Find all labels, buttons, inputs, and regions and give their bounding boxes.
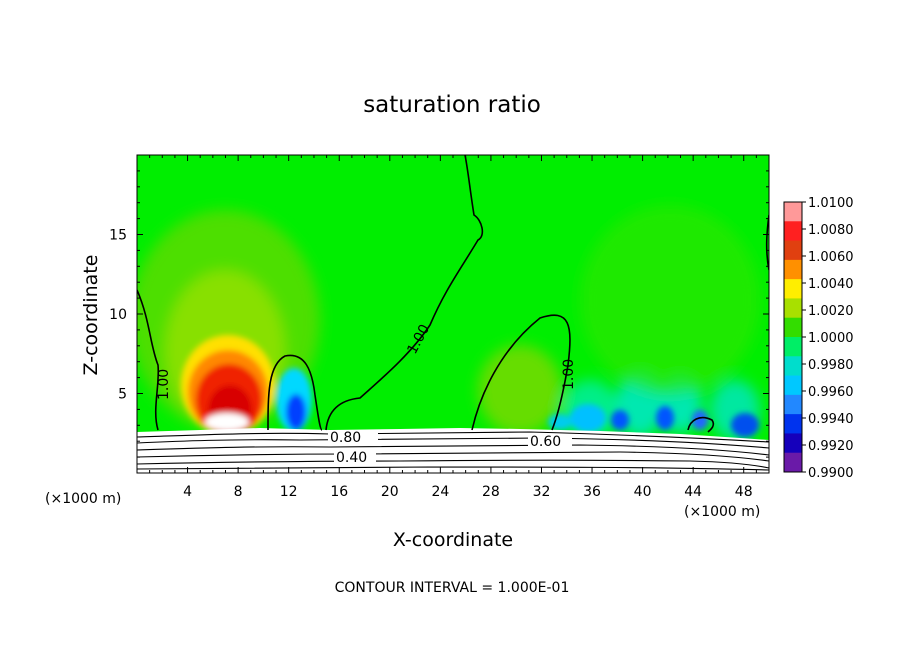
colorbar-label: 1.0020 <box>808 304 854 319</box>
contour-label-5: 0.60 <box>530 434 561 450</box>
contour-label-3: 1.00 <box>561 359 577 390</box>
contour-low-1 <box>137 431 769 443</box>
colorbar-swatch <box>784 394 802 415</box>
colorbar-label: 0.9920 <box>808 439 854 454</box>
x-unit-label-right: (×1000 m) <box>684 504 760 520</box>
colorbar-swatch <box>784 202 802 222</box>
colorbar-swatch <box>784 414 802 434</box>
contour-interval-note: CONTOUR INTERVAL = 1.000E-01 <box>335 580 570 596</box>
colorbar-swatch <box>784 298 802 319</box>
y-axis-label: Z-coordinate <box>80 255 102 376</box>
chart-title: saturation ratio <box>363 92 541 118</box>
colorbar-label: 1.0040 <box>808 277 854 292</box>
plume-center <box>478 345 562 435</box>
colorbar-label: 1.0060 <box>808 250 854 265</box>
x-tick-label: 24 <box>431 484 449 500</box>
x-tick-label: 16 <box>330 484 348 500</box>
x-tick-label: 40 <box>634 484 652 500</box>
colorbar-swatch <box>784 337 802 357</box>
subsat-blue-r1 <box>611 410 629 430</box>
colorbar-swatch <box>784 279 802 299</box>
colorbar-swatch <box>784 221 802 242</box>
contour-low-5 <box>137 459 769 469</box>
colorbar-label: 1.0100 <box>808 196 854 211</box>
colorbar-swatch <box>784 433 802 454</box>
colorbar-swatch <box>784 240 802 261</box>
colorbar-label: 0.9940 <box>808 412 854 427</box>
core-white-patch <box>205 413 249 431</box>
colorbar-label: 0.9900 <box>808 466 854 481</box>
x-tick-label: 28 <box>482 484 500 500</box>
subsat-blue-r4 <box>731 413 759 437</box>
x-tick-label: 32 <box>533 484 551 500</box>
x-axis-label: X-coordinate <box>393 529 513 551</box>
colorbar-label: 1.0080 <box>808 223 854 238</box>
x-unit-label-left: (×1000 m) <box>45 491 121 507</box>
contours-lower-layer <box>137 431 769 471</box>
contour-low-6 <box>137 466 769 471</box>
lower-layer-white <box>137 428 769 473</box>
contour-label-4: 0.80 <box>330 430 361 446</box>
contour-label-6: 0.40 <box>336 450 367 466</box>
colorbar-swatch <box>784 452 802 473</box>
contour-1-left <box>137 289 160 431</box>
subsat-cyan-r1 <box>570 404 606 432</box>
contour-low-4 <box>137 451 769 462</box>
contour-1-cloud-a <box>267 354 323 431</box>
contour-1-cloud-d <box>687 416 715 433</box>
x-tick-label: 36 <box>583 484 601 500</box>
y-tick-label: 10 <box>109 307 127 323</box>
contour-low-3 <box>137 444 769 456</box>
y-tick-label: 15 <box>109 228 127 244</box>
colorbar-swatch <box>784 317 802 338</box>
subsat-cyan-r5 <box>548 414 572 430</box>
colorbar-label: 0.9960 <box>808 385 854 400</box>
subsat-blue-r2 <box>656 406 674 430</box>
x-tick-label: 12 <box>280 484 298 500</box>
colorbar-swatch <box>784 356 802 377</box>
plume-right-broad <box>580 205 760 395</box>
y-axis: 5 10 15 <box>109 154 769 474</box>
colorbar: 1.0100 1.0080 1.0060 1.0040 1.0020 1.0000 0.99… <box>783 196 854 481</box>
subsat-blue-left <box>286 394 306 430</box>
contour-label-1: 1.00 <box>156 369 172 400</box>
contour-1-cloud-b <box>325 155 484 431</box>
x-tick-label: 48 <box>735 484 753 500</box>
colorbar-label: 1.0000 <box>808 331 854 346</box>
x-tick-label: 20 <box>381 484 399 500</box>
subsat-blue-r3 <box>692 410 708 430</box>
x-tick-label: 44 <box>684 484 702 500</box>
x-tick-label: 8 <box>234 484 243 500</box>
x-axis: 4 8 12 16 20 24 28 32 36 40 44 48 <box>136 155 770 500</box>
x-tick-label: 4 <box>183 484 192 500</box>
plot-area: 1.00 1.00 1.00 0.80 0.60 0.40 <box>137 155 769 473</box>
colorbar-label: 0.9980 <box>808 358 854 373</box>
colorbar-swatch <box>784 375 802 396</box>
colorbar-swatch <box>784 259 802 280</box>
y-tick-label: 5 <box>118 387 127 403</box>
contour-low-2 <box>137 437 769 449</box>
contour-1-cloud-c <box>471 314 571 431</box>
